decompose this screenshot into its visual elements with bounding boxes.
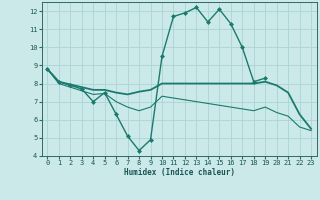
X-axis label: Humidex (Indice chaleur): Humidex (Indice chaleur) xyxy=(124,168,235,177)
